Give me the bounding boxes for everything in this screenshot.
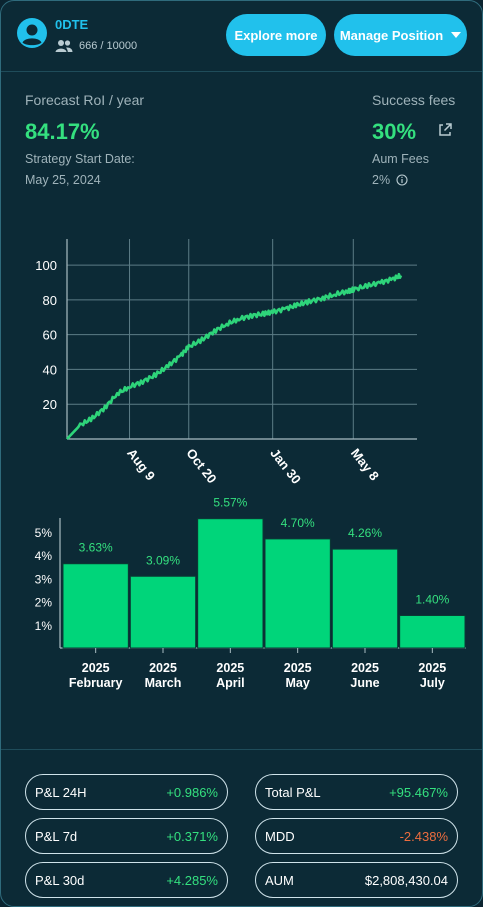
roi-series-line <box>66 272 403 440</box>
y-tick-label: 20 <box>43 397 57 412</box>
bar-value-label: 3.63% <box>79 541 113 555</box>
x-tick-label-year: 2025 <box>149 661 177 675</box>
x-tick-label-year: 2025 <box>284 661 312 675</box>
metric-value: +95.467% <box>389 784 448 800</box>
metric-label: P&L 24H <box>35 784 87 800</box>
explore-more-button[interactable]: Explore more <box>226 14 326 56</box>
explore-more-label: Explore more <box>234 27 318 43</box>
external-link-icon[interactable] <box>437 122 453 138</box>
user-avatar-icon <box>17 18 47 48</box>
metric-pill: P&L 7d +0.371% <box>25 818 228 854</box>
x-tick-label: Jan 30 <box>267 446 304 487</box>
x-tick-label-month: June <box>350 676 379 690</box>
bar <box>197 518 264 649</box>
start-date-value: May 25, 2024 <box>25 173 101 187</box>
users-count-row: 666 / 10000 <box>55 39 137 53</box>
users-count: 666 / 10000 <box>79 40 138 52</box>
cumulative-roi-line-chart: 20 40 60 80 100 Aug 9 Oct 20 Jan 30 May 8 <box>35 239 417 487</box>
x-tick-label: Aug 9 <box>124 446 158 484</box>
metric-value: +0.371% <box>166 828 218 844</box>
metric-pill: Total P&L +95.467% <box>255 774 458 810</box>
x-tick-label-month: April <box>216 676 244 690</box>
success-fees-value: 30% <box>372 119 417 144</box>
metric-label: Total P&L <box>265 784 321 800</box>
bar <box>399 615 466 649</box>
manage-position-label: Manage Position <box>339 27 444 43</box>
x-tick-label-year: 2025 <box>82 661 110 675</box>
section-divider <box>1 749 482 750</box>
y-tick-label: 2% <box>35 596 53 610</box>
monthly-returns-bar-chart: 1%2%3%4%5%3.63%2025February3.09%2025Marc… <box>35 496 466 690</box>
card-header: 0DTE 666 / 10000 Explore more Manage Pos… <box>1 1 482 72</box>
bar-value-label: 4.26% <box>348 526 382 540</box>
metric-value: +4.285% <box>166 872 218 888</box>
manage-position-button[interactable]: Manage Position <box>334 14 467 56</box>
y-tick-label: 100 <box>35 258 57 273</box>
bar-value-label: 3.09% <box>146 553 180 567</box>
y-tick-label: 4% <box>35 549 53 563</box>
x-tick-label-month: July <box>420 676 445 690</box>
users-group-icon <box>55 40 73 52</box>
forecast-label: Forecast RoI / year <box>25 92 145 108</box>
x-tick-label-year: 2025 <box>418 661 446 675</box>
metric-value: $2,808,430.04 <box>364 872 448 888</box>
bar <box>62 563 129 649</box>
success-fees-label: Success fees <box>372 92 456 108</box>
aum-fees-label: Aum Fees <box>372 152 429 166</box>
bar <box>129 575 197 649</box>
x-tick-label-year: 2025 <box>351 661 379 675</box>
caret-down-icon <box>451 32 462 38</box>
bar-value-label: 5.57% <box>213 496 247 510</box>
y-tick-label: 80 <box>43 293 57 308</box>
metric-label: MDD <box>265 828 295 844</box>
metric-value: -2.438% <box>399 828 448 844</box>
y-tick-label: 40 <box>43 362 57 377</box>
x-tick-label: May 8 <box>348 446 382 484</box>
y-tick-label: 5% <box>35 526 53 540</box>
y-tick-label: 60 <box>43 328 57 343</box>
metric-label: P&L 30d <box>35 872 85 888</box>
bar-value-label: 4.70% <box>281 516 315 530</box>
bar <box>331 548 399 649</box>
metric-value: +0.986% <box>166 784 218 800</box>
metric-pill: AUM $2,808,430.04 <box>255 862 458 898</box>
metric-label: AUM <box>265 872 294 888</box>
x-tick-label-month: March <box>145 676 182 690</box>
aum-fees-value: 2% <box>372 173 391 187</box>
metric-pill: MDD -2.438% <box>255 818 458 854</box>
info-icon[interactable] <box>396 174 408 186</box>
forecast-value: 84.17% <box>25 119 100 144</box>
y-tick-label: 3% <box>35 572 53 586</box>
metric-pill: P&L 30d +4.285% <box>25 862 228 898</box>
x-tick-label-year: 2025 <box>216 661 244 675</box>
x-tick-label-month: February <box>69 676 123 690</box>
x-tick-label: Oct 20 <box>183 446 219 487</box>
metric-pill: P&L 24H +0.986% <box>25 774 228 810</box>
bar <box>264 538 331 649</box>
y-tick-label: 1% <box>35 619 53 633</box>
metric-label: P&L 7d <box>35 828 78 844</box>
start-date-label: Strategy Start Date: <box>25 152 135 166</box>
strategy-name[interactable]: 0DTE <box>55 17 89 32</box>
x-tick-label-month: May <box>286 676 310 690</box>
bar-value-label: 1.40% <box>415 593 449 607</box>
